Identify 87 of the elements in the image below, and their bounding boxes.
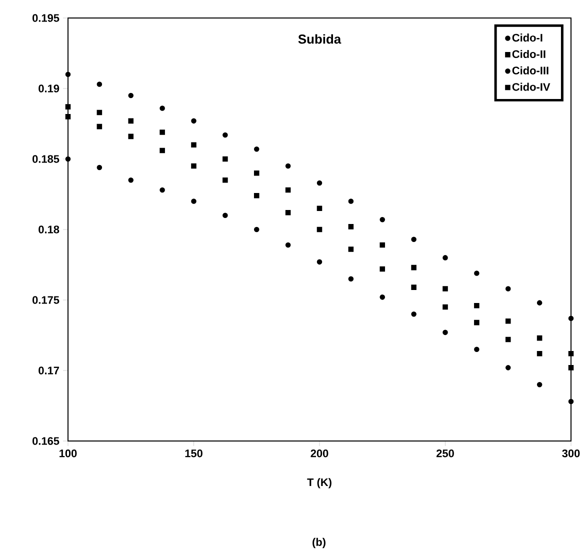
y-tick-label: 0.195 bbox=[32, 14, 60, 22]
point bbox=[65, 156, 71, 162]
point bbox=[254, 226, 260, 232]
text: Subida bbox=[298, 34, 342, 44]
point bbox=[96, 164, 102, 170]
point bbox=[474, 320, 480, 326]
x-tick-label: 100 bbox=[60, 450, 77, 458]
point bbox=[96, 110, 102, 116]
point bbox=[536, 335, 542, 341]
point bbox=[222, 212, 228, 218]
x-axis-title: T (K) bbox=[307, 478, 332, 488]
point bbox=[128, 134, 134, 140]
point bbox=[411, 236, 416, 242]
point bbox=[65, 114, 71, 120]
point bbox=[254, 146, 260, 152]
point bbox=[348, 246, 354, 252]
point bbox=[568, 365, 574, 370]
point bbox=[505, 318, 511, 324]
point bbox=[191, 118, 196, 124]
point bbox=[316, 259, 322, 265]
point bbox=[348, 224, 354, 230]
point bbox=[65, 72, 71, 78]
point bbox=[316, 206, 322, 211]
point bbox=[65, 104, 71, 110]
point bbox=[128, 92, 134, 98]
point bbox=[536, 350, 542, 356]
point bbox=[536, 300, 542, 306]
point bbox=[380, 294, 386, 300]
point bbox=[160, 130, 165, 135]
point bbox=[411, 264, 416, 270]
y-tick-label: 0.19 bbox=[38, 84, 60, 92]
point bbox=[568, 398, 574, 404]
y-tick-label: 0.185 bbox=[32, 155, 60, 163]
point bbox=[254, 193, 260, 198]
legend-label: Cido-I bbox=[512, 34, 542, 42]
point bbox=[285, 163, 291, 169]
point bbox=[505, 365, 511, 370]
point bbox=[160, 148, 165, 154]
point bbox=[380, 216, 386, 222]
point bbox=[128, 178, 134, 183]
x-tick-label: 200 bbox=[310, 450, 328, 458]
legend-label: Cido-III bbox=[512, 66, 548, 74]
point bbox=[442, 255, 448, 260]
point bbox=[191, 198, 196, 204]
point bbox=[191, 142, 196, 148]
x-tick-label: 150 bbox=[185, 450, 202, 458]
point bbox=[222, 178, 228, 183]
x-tick-label: 250 bbox=[436, 450, 454, 458]
point bbox=[222, 156, 228, 162]
y-tick-label: 0.165 bbox=[32, 437, 60, 445]
point bbox=[442, 286, 448, 292]
point bbox=[474, 270, 480, 276]
point bbox=[160, 187, 165, 193]
point bbox=[96, 82, 102, 87]
point bbox=[191, 163, 196, 169]
point bbox=[505, 286, 511, 292]
y-tick-label: 0.175 bbox=[32, 296, 60, 304]
point bbox=[254, 170, 260, 176]
point bbox=[160, 106, 165, 111]
point bbox=[348, 198, 354, 204]
point bbox=[380, 242, 386, 248]
point bbox=[474, 346, 480, 352]
point bbox=[536, 382, 542, 388]
point bbox=[348, 276, 354, 282]
point bbox=[285, 210, 291, 216]
point bbox=[316, 180, 322, 186]
y-tick-label: 0.18 bbox=[38, 226, 60, 234]
point bbox=[411, 284, 416, 290]
point bbox=[316, 226, 322, 232]
point bbox=[96, 124, 102, 130]
point bbox=[505, 336, 511, 342]
point bbox=[128, 118, 134, 124]
point bbox=[568, 316, 574, 321]
point bbox=[442, 304, 448, 310]
point bbox=[568, 350, 574, 356]
legend-label: Cido-IV bbox=[512, 82, 550, 91]
point bbox=[442, 330, 448, 336]
x-tick-label: 300 bbox=[562, 450, 580, 458]
y-tick-label: 0.17 bbox=[38, 366, 60, 374]
point bbox=[380, 266, 386, 272]
point bbox=[411, 311, 416, 317]
legend-label: Cido-II bbox=[512, 50, 546, 58]
text: (b) bbox=[312, 538, 326, 548]
point bbox=[222, 132, 228, 138]
point bbox=[285, 187, 291, 193]
point bbox=[474, 302, 480, 308]
point bbox=[285, 242, 291, 248]
